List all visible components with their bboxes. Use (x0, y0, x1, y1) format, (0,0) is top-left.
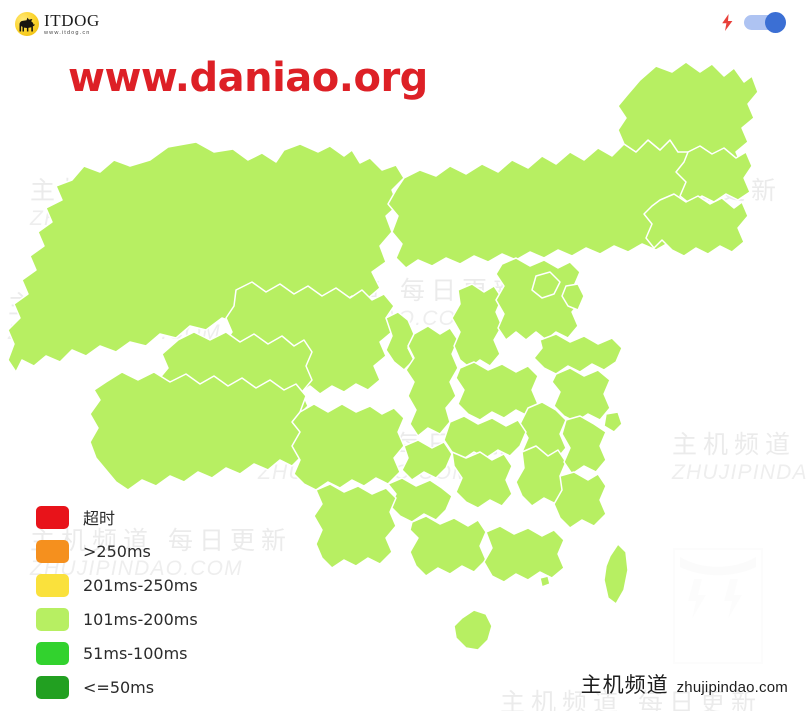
faint-watermark-mark (670, 545, 766, 667)
province-jilin[interactable] (675, 145, 753, 205)
province-hunan[interactable] (451, 451, 513, 509)
province-guangdong[interactable] (483, 525, 565, 583)
legend-swatch (36, 505, 69, 529)
footer-brand: 主机频道 zhujipindao.com (581, 669, 788, 699)
legend-label: 超时 (83, 509, 116, 528)
province-fujian[interactable] (553, 471, 607, 529)
province-hebei[interactable] (495, 257, 583, 341)
legend-label: 101ms-200ms (83, 609, 198, 629)
legend-label: 201ms-250ms (83, 575, 198, 595)
legend-item[interactable]: 51ms-100ms (36, 636, 198, 670)
legend-label: <=50ms (83, 677, 155, 697)
watermark-en-text: ZHUJIPINDAO.COM (672, 461, 808, 485)
header-controls (721, 12, 786, 33)
legend-item[interactable]: <=50ms (36, 670, 198, 704)
legend-label: >250ms (83, 541, 151, 561)
realtime-toggle[interactable] (744, 12, 786, 33)
legend-item[interactable]: 201ms-250ms (36, 568, 198, 602)
province-shandong[interactable] (533, 333, 623, 375)
province-zhejiang[interactable] (561, 415, 607, 475)
legend-item[interactable]: 101ms-200ms (36, 602, 198, 636)
province-chongqing[interactable] (401, 439, 453, 481)
page-title: www.daniao.org (68, 55, 428, 101)
province-xinjiang[interactable] (7, 141, 405, 373)
legend-swatch (36, 573, 69, 597)
province-guangxi[interactable] (409, 515, 487, 577)
province-hongkong[interactable] (539, 575, 551, 588)
footer-brand-cn: 主机频道 (580, 673, 669, 697)
province-sichuan[interactable] (291, 403, 405, 491)
legend-item[interactable]: 超时 (36, 500, 198, 534)
legend-swatch (36, 607, 69, 631)
logo-name: ITDOG (44, 10, 100, 30)
province-tianjin[interactable] (561, 283, 585, 311)
toggle-knob (765, 12, 786, 33)
province-yunnan[interactable] (313, 483, 397, 569)
province-jiangsu[interactable] (551, 367, 611, 423)
latency-legend: 超时 >250ms 201ms-250ms 101ms-200ms 51ms-100ms… (36, 500, 198, 704)
legend-swatch (36, 641, 69, 665)
itdog-logo[interactable]: ITDOG www.itdog.cn (14, 11, 100, 37)
lightning-bolt-icon[interactable] (721, 14, 734, 31)
province-shaanxi[interactable] (405, 325, 459, 437)
province-beijing[interactable] (531, 271, 561, 299)
legend-item[interactable]: >250ms (36, 534, 198, 568)
province-liaoning[interactable] (643, 193, 749, 257)
province-taiwan[interactable] (603, 543, 629, 605)
dog-silhouette-icon (19, 17, 35, 32)
province-guizhou[interactable] (387, 477, 453, 523)
legend-swatch (36, 539, 69, 563)
dog-logo-icon (14, 11, 40, 37)
legend-label: 51ms-100ms (83, 643, 188, 663)
footer-brand-en: zhujipindao.com (676, 679, 788, 696)
province-shanghai[interactable] (603, 411, 623, 433)
province-shanxi[interactable] (451, 283, 503, 369)
province-tibet[interactable] (89, 371, 309, 491)
province-hainan[interactable] (453, 609, 493, 651)
watermark-cn-text: 主机频道 每日更新 (672, 430, 808, 459)
legend-swatch (36, 675, 69, 699)
logo-subtitle: www.itdog.cn (44, 29, 91, 36)
page-header: ITDOG www.itdog.cn (0, 0, 808, 50)
logo-text-block: ITDOG www.itdog.cn (44, 12, 100, 37)
